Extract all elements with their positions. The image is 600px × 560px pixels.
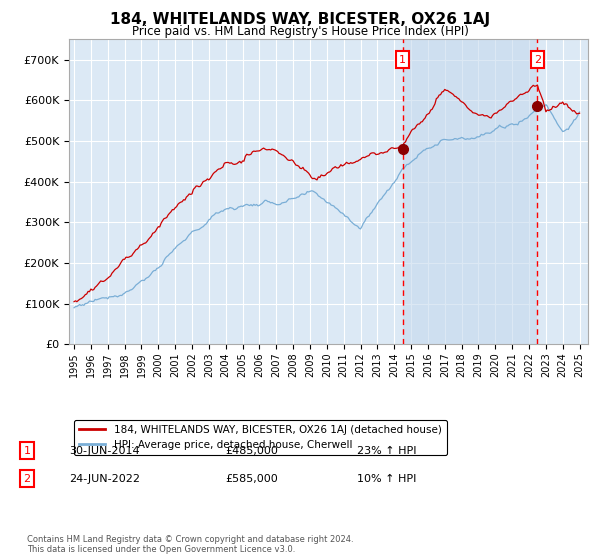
Bar bbox=[403, 39, 538, 344]
Legend: 184, WHITELANDS WAY, BICESTER, OX26 1AJ (detached house), HPI: Average price, de: 184, WHITELANDS WAY, BICESTER, OX26 1AJ … bbox=[74, 419, 447, 455]
Text: Contains HM Land Registry data © Crown copyright and database right 2024.
This d: Contains HM Land Registry data © Crown c… bbox=[27, 535, 353, 554]
Text: 184, WHITELANDS WAY, BICESTER, OX26 1AJ: 184, WHITELANDS WAY, BICESTER, OX26 1AJ bbox=[110, 12, 490, 27]
Text: 1: 1 bbox=[23, 446, 31, 456]
Text: Price paid vs. HM Land Registry's House Price Index (HPI): Price paid vs. HM Land Registry's House … bbox=[131, 25, 469, 38]
Text: 2: 2 bbox=[23, 474, 31, 484]
Text: 23% ↑ HPI: 23% ↑ HPI bbox=[357, 446, 416, 456]
Text: 24-JUN-2022: 24-JUN-2022 bbox=[69, 474, 140, 484]
Text: 10% ↑ HPI: 10% ↑ HPI bbox=[357, 474, 416, 484]
Text: £485,000: £485,000 bbox=[225, 446, 278, 456]
Text: 30-JUN-2014: 30-JUN-2014 bbox=[69, 446, 140, 456]
Text: £585,000: £585,000 bbox=[225, 474, 278, 484]
Text: 2: 2 bbox=[534, 54, 541, 64]
Text: 1: 1 bbox=[399, 54, 406, 64]
